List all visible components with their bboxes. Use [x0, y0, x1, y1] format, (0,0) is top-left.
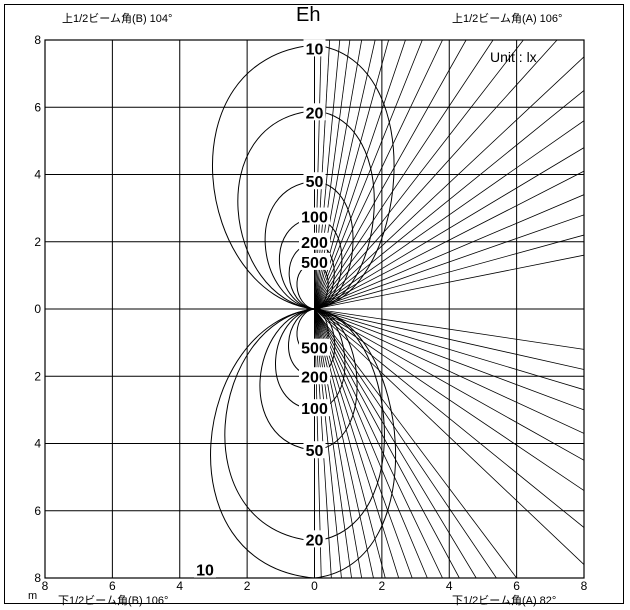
x-tick-label: 2: [244, 579, 251, 593]
contour-label-bg: [299, 338, 330, 356]
contour-label: 500: [301, 341, 328, 358]
x-tick-label: 6: [109, 579, 116, 593]
ray-line: [314, 308, 584, 565]
x-axis-unit: m: [28, 590, 37, 602]
ray-line: [314, 308, 584, 434]
ray-line: [314, 40, 423, 310]
ray-line: [314, 308, 584, 370]
contour-label: 10: [306, 41, 324, 58]
contour-label-bg: [303, 441, 326, 459]
y-tick-label: 4: [34, 437, 41, 451]
chart-title: Eh: [296, 4, 321, 26]
ray-line: [314, 308, 584, 391]
grid-lines: [45, 40, 584, 578]
ray-line: [314, 308, 584, 491]
y-tick-label: 8: [34, 571, 41, 585]
ray-line: [314, 254, 584, 310]
ray-line: [314, 40, 443, 310]
ray-line: [314, 170, 584, 310]
contour-label-bg: [299, 367, 330, 385]
x-tick-label: 4: [446, 579, 453, 593]
contour-label: 500: [301, 255, 328, 272]
bottom-right-beam-label: 下1/2ビーム角(A) 82°: [452, 595, 557, 607]
contour-label: 20: [306, 105, 324, 122]
ray-line: [314, 40, 494, 310]
contour-label-bg: [303, 530, 326, 548]
ray-line: [314, 308, 460, 578]
x-tick-label: 0: [311, 579, 318, 593]
x-tick-label: 8: [581, 579, 588, 593]
y-tick-label: 6: [34, 100, 41, 114]
ray-line: [314, 308, 443, 578]
contour-labels: 10 20 50 100 200 500 500 200 100 50 20 10: [194, 39, 330, 580]
ray-line: [314, 90, 584, 310]
bottom-left-beam-label: 下1/2ビーム角(B) 106°: [58, 595, 169, 607]
y-tick-label: 0: [34, 302, 41, 316]
ray-line: [314, 308, 517, 578]
ray-line: [314, 147, 584, 310]
ray-line: [314, 40, 524, 310]
ray-line: [314, 40, 558, 310]
ray-line: [314, 194, 584, 310]
contour-label: 50: [306, 174, 324, 191]
y-tick-label: 4: [34, 168, 41, 182]
ray-line: [314, 308, 413, 578]
contour-label-bg: [303, 103, 326, 121]
contour-label-bg: [299, 252, 330, 270]
contour-label: 20: [306, 532, 324, 549]
top-left-beam-label: 上1/2ビーム角(B) 104°: [62, 13, 173, 25]
ray-line: [314, 214, 584, 310]
ray-line: [314, 308, 584, 411]
y-tick-label: 8: [34, 33, 41, 47]
x-tick-label: 4: [176, 579, 183, 593]
top-right-beam-label: 上1/2ビーム角(A) 106°: [452, 13, 563, 25]
x-tick-label: 8: [42, 579, 49, 593]
contour-label-bg: [299, 207, 330, 225]
ray-line: [314, 308, 584, 350]
y-tick-label: 2: [34, 369, 41, 383]
contour-label: 50: [306, 443, 324, 460]
x-tick-label: 6: [513, 579, 520, 593]
contour-label-bg: [194, 560, 217, 578]
contour-label: 100: [301, 401, 328, 418]
unit-label: Unit : lx: [490, 49, 537, 65]
ray-line: [314, 56, 584, 310]
x-tick-label: 2: [379, 579, 386, 593]
y-tick-label: 6: [34, 504, 41, 518]
isolux-contours: [210, 44, 397, 578]
ray-line: [314, 308, 584, 461]
ray-line: [314, 234, 584, 310]
y-tick-label: 2: [34, 235, 41, 249]
contour-label: 100: [301, 210, 328, 227]
contour-label-bg: [299, 399, 330, 417]
chart-frame: [4, 4, 624, 604]
contour-label: 200: [301, 369, 328, 386]
ray-line: [314, 308, 428, 578]
isolux-contour: [275, 308, 346, 411]
ray-line: [314, 40, 467, 310]
contour-label: 10: [196, 563, 214, 580]
ray-line: [314, 120, 584, 310]
contour-label-bg: [299, 232, 330, 250]
contour-label-bg: [303, 39, 326, 57]
contour-label: 200: [301, 235, 328, 252]
contour-label-bg: [303, 172, 326, 190]
ray-line: [314, 308, 584, 528]
